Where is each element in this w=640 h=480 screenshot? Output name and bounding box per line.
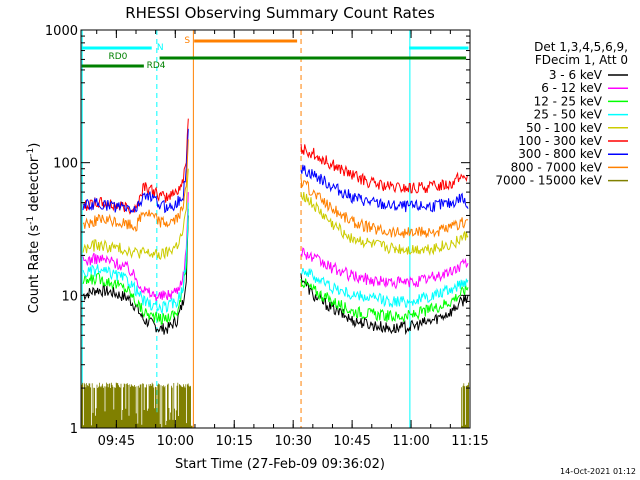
y-tick-label-100: 100 [53,157,78,172]
state-label-s: S [184,36,190,46]
x-tick-label-10-15: 10:15 [216,434,253,449]
series-3-6-kev [82,215,189,335]
x-tick-label-10-00: 10:00 [157,434,194,449]
series-50-100-kev [82,168,189,260]
series-7000-15000-kev [81,382,193,428]
x-axis-label: Start Time (27-Feb-09 09:36:02) [175,457,385,472]
timestamp: 14-Oct-2021 01:12 [560,467,636,476]
legend-header-decimation: FDecim 1, Att 0 [535,53,628,67]
series-7000-15000-kev-late [461,382,469,428]
legend-label-300-800-kev: 300 - 800 keV [518,147,602,161]
y-tick-label-10: 10 [61,289,78,304]
series-50-100-kev-after-gap [300,191,469,256]
y-tick-label-1000: 1000 [45,24,78,39]
series-100-300-kev-after-gap [300,143,469,194]
series-800-7000-kev-after-gap [300,177,469,239]
legend-label-7000-15000-kev: 7000 - 15000 keV [495,174,602,188]
state-label-rd0: RD0 [109,52,128,62]
axes: 09:45 10:00 10:15 10:30 10:45 11:00 11:15 1 10 10… [45,24,489,449]
series-800-7000-kev [82,139,189,232]
series-100-300-kev [82,118,189,215]
chart-title: RHESSI Observing Summary Count Rates [125,4,435,22]
y-tick-label-1: 1 [70,422,78,437]
legend-label-3-6-kev: 3 - 6 keV [549,68,603,82]
state-label-n: N [157,43,164,53]
x-tick-label-11-15: 11:15 [451,434,488,449]
series-300-800-kev-after-gap [300,164,469,213]
state-label-rd4: RD4 [147,61,166,71]
legend-label-100-300-kev: 100 - 300 keV [518,134,602,148]
legend: Det 1,3,4,5,6,9, FDecim 1, Att 0 3 - 6 k… [495,40,628,188]
legend-label-25-50-kev: 25 - 50 keV [534,108,603,122]
legend-header-detectors: Det 1,3,4,5,6,9, [534,40,628,54]
series-6-12-kev [82,192,189,302]
x-tick-label-10-45: 10:45 [333,434,370,449]
series-3-6-kev-after-gap [300,273,469,336]
x-tick-label-10-30: 10:30 [274,434,311,449]
legend-label-12-25-kev: 12 - 25 keV [534,94,603,108]
plot-frame [80,29,471,429]
series-12-25-kev-after-gap [300,278,469,322]
series-300-800-kev [82,128,189,214]
legend-label-6-12-kev: 6 - 12 keV [541,81,603,95]
series-12-25-kev [82,208,189,326]
y-axis-label: Count Rate (s-1 detector-1) [26,143,42,314]
legend-label-50-100-kev: 50 - 100 keV [526,121,603,135]
plot-area: S N RD0 RD4 [81,30,471,428]
x-tick-label-11-00: 11:00 [392,434,429,449]
series-25-50-kev [82,202,189,316]
series-25-50-kev-after-gap [300,267,469,308]
x-tick-label-09-45: 09:45 [98,434,135,449]
series-6-12-kev-after-gap [300,247,469,290]
legend-label-800-7000-kev: 800 - 7000 keV [511,160,603,174]
